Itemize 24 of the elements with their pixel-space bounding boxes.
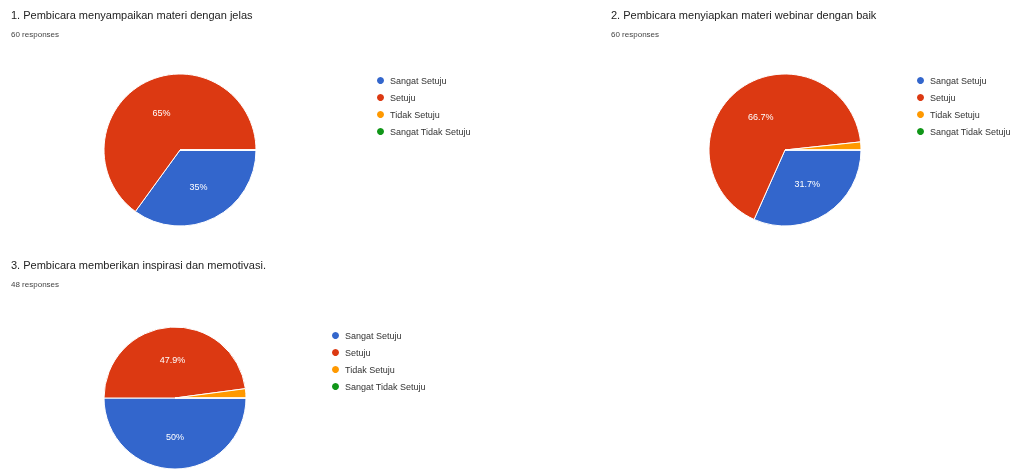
legend-label: Sangat Tidak Setuju: [930, 126, 1011, 137]
data-label: 35%: [189, 181, 208, 192]
legend-label: Sangat Tidak Setuju: [390, 126, 471, 137]
legend-label: Setuju: [930, 92, 956, 103]
legend-label: Tidak Setuju: [930, 109, 980, 120]
data-label: 66.7%: [748, 111, 774, 122]
data-label: 31.7%: [794, 179, 821, 190]
data-label: 47.9%: [159, 354, 186, 365]
text: 48 responses: [11, 279, 60, 289]
legend-label: Sangat Setuju: [345, 330, 402, 341]
legend-label: Sangat Tidak Setuju: [345, 381, 426, 392]
data-label: 50%: [165, 431, 185, 442]
text: 60 responses: [11, 29, 60, 39]
legend-label: Tidak Setuju: [345, 364, 395, 375]
legend-label: Setuju: [345, 347, 371, 358]
legend-label: Tidak Setuju: [390, 109, 440, 120]
legend-label: Setuju: [390, 92, 416, 103]
legend-label: Sangat Setuju: [930, 75, 987, 86]
chart-title: 3. Pembicara memberikan inspirasi dan memotivasi.: [11, 258, 266, 271]
legend-label: Sangat Setuju: [390, 75, 447, 86]
data-label: 65%: [152, 108, 171, 119]
chart-title: 1. Pembicara menyampaikan materi dengan jelas: [11, 8, 254, 21]
text: 60 responses: [611, 29, 660, 39]
chart-title: 2. Pembicara menyiapkan materi webinar dengan baik: [611, 8, 877, 21]
